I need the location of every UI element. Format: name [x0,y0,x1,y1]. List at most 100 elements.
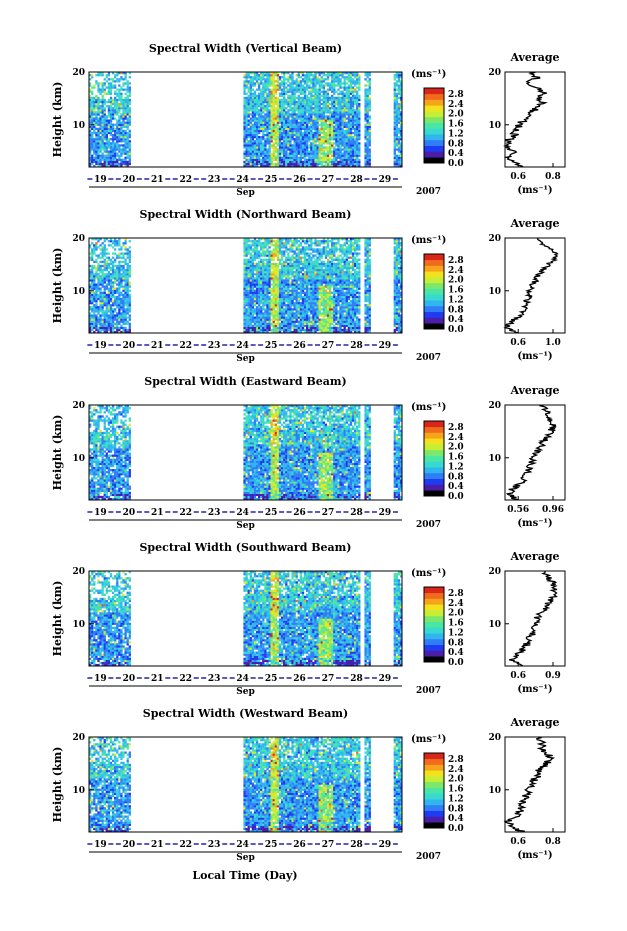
heatmap-cell [268,279,270,281]
heatmap-cell [339,136,341,138]
heatmap-cell [321,117,323,119]
heatmap-cell [252,76,254,78]
colorbar-tick: 0.8 [448,139,464,149]
heatmap-cell [337,82,339,84]
heatmap-cell [277,130,279,132]
heatmap-cell [256,296,258,298]
heatmap-cell [285,277,287,279]
heatmap-cell [254,248,256,250]
heatmap-cell [252,257,254,259]
heatmap-cell [398,80,400,82]
heatmap-cell [252,115,254,117]
heatmap-cell [106,323,108,325]
heatmap-cell [256,80,258,82]
heatmap-cell [256,329,258,331]
heatmap-cell [250,82,252,84]
heatmap-cell [262,312,264,314]
heatmap-cell [287,146,289,148]
heatmap-cell [256,95,258,97]
heatmap-cell [310,91,312,93]
heatmap-cell [356,109,358,111]
heatmap-cell [369,107,371,109]
heatmap-cell [304,144,306,146]
heatmap-cell [258,126,260,128]
avg-x-tick: 0.8 [545,172,561,182]
heatmap-cell [352,74,354,76]
heatmap-cell [293,122,295,124]
heatmap-cell [268,113,270,115]
heatmap-cell [316,124,318,126]
heatmap-cell [91,157,93,159]
heatmap-cell [337,107,339,109]
heatmap-cell [283,265,285,267]
heatmap-cell [316,78,318,80]
heatmap-cell [248,327,250,329]
heatmap-cell [112,296,114,298]
heatmap-cell [352,136,354,138]
heatmap-cell [260,155,262,157]
heatmap-cell [116,130,118,132]
heatmap-cell [396,84,398,86]
heatmap-cell [262,321,264,323]
heatmap-cell [246,312,248,314]
heatmap-cell [266,242,268,244]
heatmap-cell [260,248,262,250]
heatmap-cell [337,120,339,122]
heatmap-cell [95,259,97,261]
heatmap-cell [352,99,354,101]
heatmap-cell [252,111,254,113]
heatmap-cell [306,159,308,161]
heatmap-cell [266,269,268,271]
heatmap-cell [289,136,291,138]
heatmap-cell [243,117,245,119]
heatmap-cell [95,294,97,296]
heatmap-cell [120,294,122,296]
heatmap-cell [250,263,252,265]
heatmap-cell [316,161,318,163]
heatmap-cell [122,153,124,155]
heatmap-cell [122,329,124,331]
heatmap-cell [258,115,260,117]
heatmap-cell [325,74,327,76]
heatmap-cell [291,103,293,105]
heatmap-cell [279,290,281,292]
heatmap-cell [252,302,254,304]
heatmap-cell [118,115,120,117]
heatmap-cell [268,250,270,252]
heatmap-cell [252,103,254,105]
heatmap-cell [302,86,304,88]
heatmap-cell [358,159,360,161]
heatmap-cell [266,327,268,329]
heatmap-cell [116,283,118,285]
heatmap-cell [99,265,101,267]
heatmap-cell [112,113,114,115]
heatmap-cell [258,140,260,142]
heatmap-cell [314,74,316,76]
heatmap-cell [102,82,104,84]
heatmap-cell [323,99,325,101]
heatmap-cell [306,76,308,78]
heatmap-cell [116,314,118,316]
heatmap-cell [254,84,256,86]
heatmap-cell [356,146,358,148]
heatmap-cell [127,161,129,163]
heatmap-cell [350,163,352,165]
heatmap-cell [268,122,270,124]
heatmap-cell [106,312,108,314]
heatmap-cell [283,269,285,271]
heatmap-cell [258,319,260,321]
heatmap-cell [99,316,101,318]
heatmap-cell [281,312,283,314]
heatmap-cell [120,130,122,132]
heatmap-cell [333,153,335,155]
heatmap-cell [243,283,245,285]
heatmap-cell [291,80,293,82]
heatmap-cell [116,290,118,292]
heatmap-cell [300,84,302,86]
heatmap-cell [124,288,126,290]
heatmap-cell [124,316,126,318]
heatmap-cell [367,126,369,128]
heatmap-cell [252,292,254,294]
heatmap-cell [285,304,287,306]
heatmap-cell [266,265,268,267]
